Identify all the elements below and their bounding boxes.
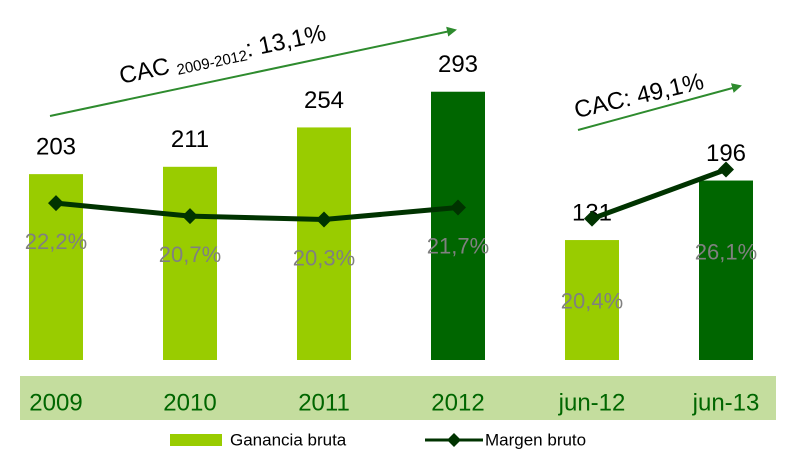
data-label: 20,4% [561,288,623,313]
x-tick-label: 2011 [298,389,350,416]
annotation: CAC: 49,1% [572,68,707,124]
data-label: 211 [171,126,209,153]
bar [297,127,351,361]
data-label: 254 [304,87,344,114]
annotation-text: : 13,1% [243,20,328,63]
legend-label: Margen bruto [485,430,586,449]
x-tick-label: 2009 [29,389,82,416]
arrow [577,83,742,131]
legend-label: Ganancia bruta [230,430,347,449]
data-label: 203 [36,133,76,160]
line [55,200,459,223]
category-band [20,376,776,420]
bar [163,166,217,360]
x-tick-label: 2012 [431,389,484,416]
x-tick-label: 2010 [163,389,216,416]
legend-swatch [170,434,222,446]
data-label: 293 [438,51,478,78]
line-marker [316,211,332,228]
annotation-sub: 2009-2012 [175,47,249,79]
arrow [49,26,457,117]
bar [431,91,485,361]
line-marker [718,161,734,178]
line-marker [450,199,466,216]
line-marker [584,210,600,227]
annotation-text: CAC [117,52,179,90]
data-label: 26,1% [695,239,757,264]
data-label: 22,2% [25,229,87,254]
x-tick-label: jun-12 [558,389,626,416]
data-label: 20,3% [293,245,355,270]
line-marker [182,208,198,225]
bar [565,240,619,360]
bar [699,180,753,360]
data-label: 20,7% [159,242,221,267]
line-marker [48,195,64,212]
x-tick-label: jun-13 [692,389,760,416]
data-label: 21,7% [427,233,489,258]
legend-swatch [447,433,461,447]
line [591,167,727,222]
